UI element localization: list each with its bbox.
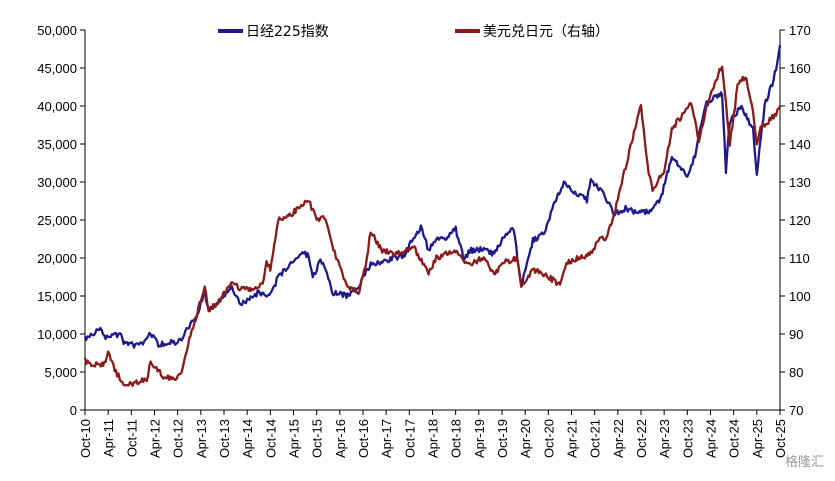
right-axis-ticks: 70 80 90 100 110 120 130 140 150 160 170: [780, 23, 811, 418]
x-axis-ticks: Oct-10 Apr-11 Oct-11 Apr-12 Oct-12 Apr-13 Oct-…: [78, 410, 788, 458]
x-tick-label: Apr-11: [101, 419, 116, 457]
watermark-text: 格隆汇: [785, 454, 824, 470]
x-tick-label: Oct-22: [634, 419, 649, 458]
x-tick-label: Apr-15: [287, 419, 302, 458]
x-tick-label: Oct-20: [541, 419, 556, 458]
left-axis-ticks: 0 5,000 10,000 15,000 20,000 25,000 30,000 35,0…: [37, 23, 85, 418]
x-tick-label: Apr-13: [194, 419, 209, 458]
left-tick-label: 35,000: [37, 137, 77, 152]
series-line-nikkei: [83, 45, 782, 349]
right-tick-label: 70: [789, 403, 803, 418]
x-tick-label: Oct-14: [263, 419, 278, 458]
x-tick-label: Oct-13: [217, 419, 232, 458]
x-tick-label: Apr-21: [565, 419, 580, 458]
right-tick-label: 100: [789, 289, 811, 304]
right-tick-label: 90: [789, 327, 803, 342]
right-tick-label: 120: [789, 213, 811, 228]
left-tick-label: 30,000: [37, 175, 77, 190]
left-tick-label: 5,000: [44, 365, 77, 380]
right-tick-label: 160: [789, 61, 811, 76]
x-tick-label: Oct-15: [310, 419, 325, 458]
x-tick-label: Oct-16: [356, 419, 371, 458]
x-tick-label: Oct-19: [495, 419, 510, 458]
x-tick-label: Apr-12: [148, 419, 163, 458]
legend-label-usdjpy: 美元兑日元（右轴）: [483, 24, 609, 40]
right-tick-label: 130: [789, 175, 811, 190]
left-tick-label: 25,000: [37, 213, 77, 228]
x-tick-label: Apr-16: [333, 419, 348, 458]
left-tick-label: 50,000: [37, 23, 77, 38]
right-tick-label: 140: [789, 137, 811, 152]
right-tick-label: 150: [789, 99, 811, 114]
x-tick-label: Apr-24: [704, 419, 719, 458]
left-tick-label: 45,000: [37, 61, 77, 76]
x-tick-label: Oct-12: [171, 419, 186, 458]
x-tick-label: Oct-25: [773, 419, 788, 458]
left-tick-label: 15,000: [37, 289, 77, 304]
x-tick-label: Apr-25: [750, 419, 765, 458]
x-tick-label: Oct-18: [449, 419, 464, 458]
series-line-usdjpy: [83, 65, 782, 388]
x-tick-label: Apr-23: [657, 419, 672, 458]
left-tick-label: 0: [70, 403, 77, 418]
series-layer: [83, 45, 782, 388]
legend: 日经225指数 美元兑日元（右轴）: [218, 24, 609, 40]
left-tick-label: 10,000: [37, 327, 77, 342]
axes: [84, 30, 781, 411]
x-tick-label: Apr-20: [518, 419, 533, 458]
left-tick-label: 40,000: [37, 99, 77, 114]
x-tick-label: Oct-24: [727, 419, 742, 458]
x-tick-label: Oct-17: [402, 419, 417, 458]
right-tick-label: 110: [789, 251, 810, 266]
x-tick-label: Apr-17: [379, 419, 394, 458]
x-tick-label: Oct-23: [680, 419, 695, 458]
x-tick-label: Apr-22: [611, 419, 626, 458]
x-tick-label: Apr-14: [240, 419, 255, 458]
legend-label-nikkei: 日经225指数: [246, 24, 329, 40]
x-tick-label: Oct-21: [588, 419, 603, 458]
right-tick-label: 170: [789, 23, 811, 38]
x-tick-label: Oct-11: [124, 419, 139, 457]
right-tick-label: 80: [789, 365, 803, 380]
left-tick-label: 20,000: [37, 251, 77, 266]
x-tick-label: Apr-18: [426, 419, 441, 458]
x-tick-label: Apr-19: [472, 419, 487, 458]
x-tick-label: Oct-10: [78, 419, 93, 458]
